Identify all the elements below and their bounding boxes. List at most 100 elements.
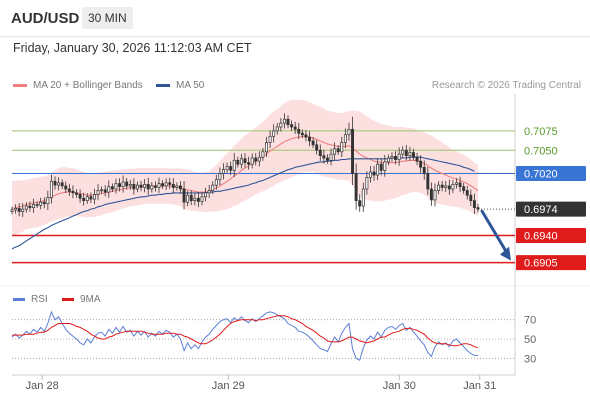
candle-body bbox=[455, 182, 458, 185]
candle-body bbox=[193, 197, 197, 201]
level-label: 0.7075 bbox=[524, 126, 558, 138]
candle-body bbox=[372, 171, 376, 176]
candle bbox=[361, 182, 365, 212]
candle-body bbox=[408, 152, 412, 157]
candle-body bbox=[64, 185, 68, 190]
candle bbox=[182, 181, 186, 210]
candle-body bbox=[426, 173, 430, 190]
candle bbox=[193, 193, 197, 206]
candle bbox=[465, 185, 469, 200]
candle bbox=[121, 175, 125, 193]
candle-body bbox=[85, 196, 89, 201]
candle bbox=[282, 113, 286, 129]
candle bbox=[103, 185, 107, 197]
candle bbox=[189, 190, 193, 206]
candle bbox=[153, 181, 157, 192]
candle bbox=[386, 154, 390, 166]
candle bbox=[440, 180, 444, 192]
candle-body bbox=[107, 186, 111, 193]
candle-body bbox=[161, 183, 165, 187]
candle-body bbox=[433, 190, 437, 201]
candle-body bbox=[211, 184, 215, 191]
candle bbox=[408, 146, 412, 161]
candle bbox=[286, 115, 290, 129]
candle bbox=[204, 187, 208, 202]
timeframe-button[interactable]: 30 MIN bbox=[82, 7, 133, 29]
candle bbox=[132, 178, 136, 195]
candle bbox=[236, 156, 240, 168]
candle-body bbox=[329, 153, 333, 161]
candle-body bbox=[67, 188, 71, 192]
candle-body bbox=[397, 153, 401, 160]
candle-body bbox=[476, 207, 480, 210]
candle bbox=[161, 180, 165, 189]
candle bbox=[157, 177, 161, 193]
candle-body bbox=[78, 194, 82, 199]
candle-body bbox=[171, 184, 175, 188]
candle-body bbox=[182, 188, 186, 203]
level-resistance-0: 0.7075 bbox=[12, 126, 558, 138]
candle bbox=[300, 129, 304, 139]
candle bbox=[265, 136, 268, 158]
candle-body bbox=[42, 201, 46, 205]
candle bbox=[476, 204, 480, 213]
candle-body bbox=[139, 184, 143, 188]
candle bbox=[379, 158, 383, 176]
legend-ma50: MA 50 bbox=[156, 80, 204, 91]
candle bbox=[211, 181, 215, 195]
candle bbox=[222, 163, 225, 180]
candle-body bbox=[333, 148, 337, 155]
candle bbox=[444, 180, 448, 193]
candle-body bbox=[290, 124, 294, 128]
candle-body bbox=[419, 160, 423, 168]
candle-body bbox=[60, 182, 64, 187]
candle-body bbox=[247, 162, 251, 165]
candle bbox=[100, 186, 104, 194]
candle bbox=[239, 153, 243, 169]
candle-body bbox=[57, 182, 61, 186]
candle bbox=[376, 158, 380, 181]
candle-body bbox=[451, 184, 455, 190]
candle-body bbox=[282, 118, 286, 124]
candle bbox=[49, 174, 53, 204]
candle bbox=[118, 178, 122, 192]
candle bbox=[333, 142, 337, 160]
candle bbox=[64, 181, 68, 194]
candle-body bbox=[351, 128, 354, 174]
candle-body bbox=[168, 182, 172, 185]
candle bbox=[433, 183, 437, 207]
level-pivot-2: 0.7020 bbox=[12, 166, 586, 181]
candle-body bbox=[261, 151, 265, 158]
candle bbox=[171, 178, 175, 194]
candle-body bbox=[465, 190, 469, 196]
candle-body bbox=[132, 184, 136, 190]
candle bbox=[110, 183, 114, 193]
candle-body bbox=[286, 118, 290, 126]
candle bbox=[297, 122, 301, 140]
candle-body bbox=[204, 192, 208, 198]
candle-body bbox=[275, 126, 279, 132]
candle-body bbox=[440, 184, 444, 188]
candle bbox=[89, 192, 93, 203]
candle bbox=[383, 154, 387, 177]
level-support-4: 0.6940 bbox=[12, 228, 586, 243]
candle-body bbox=[300, 132, 304, 136]
chart-datetime: Friday, January 30, 2026 11:12:03 AM CET bbox=[13, 41, 252, 55]
candle bbox=[369, 166, 372, 183]
candle bbox=[114, 178, 118, 194]
candle-body bbox=[28, 205, 32, 208]
candle bbox=[207, 184, 211, 199]
level-tag bbox=[516, 228, 586, 243]
candle-body bbox=[186, 194, 190, 203]
candle bbox=[24, 202, 28, 213]
candle bbox=[455, 178, 458, 189]
candle-body bbox=[136, 184, 139, 190]
candle bbox=[39, 197, 43, 210]
candle bbox=[14, 204, 18, 214]
x-tick-label-2: Jan 30 bbox=[383, 380, 416, 392]
candle bbox=[419, 155, 423, 173]
ma9-swatch bbox=[62, 298, 74, 301]
candle-body bbox=[150, 185, 154, 190]
legend-ma20-label: MA 20 + Bollinger Bands bbox=[33, 80, 143, 91]
